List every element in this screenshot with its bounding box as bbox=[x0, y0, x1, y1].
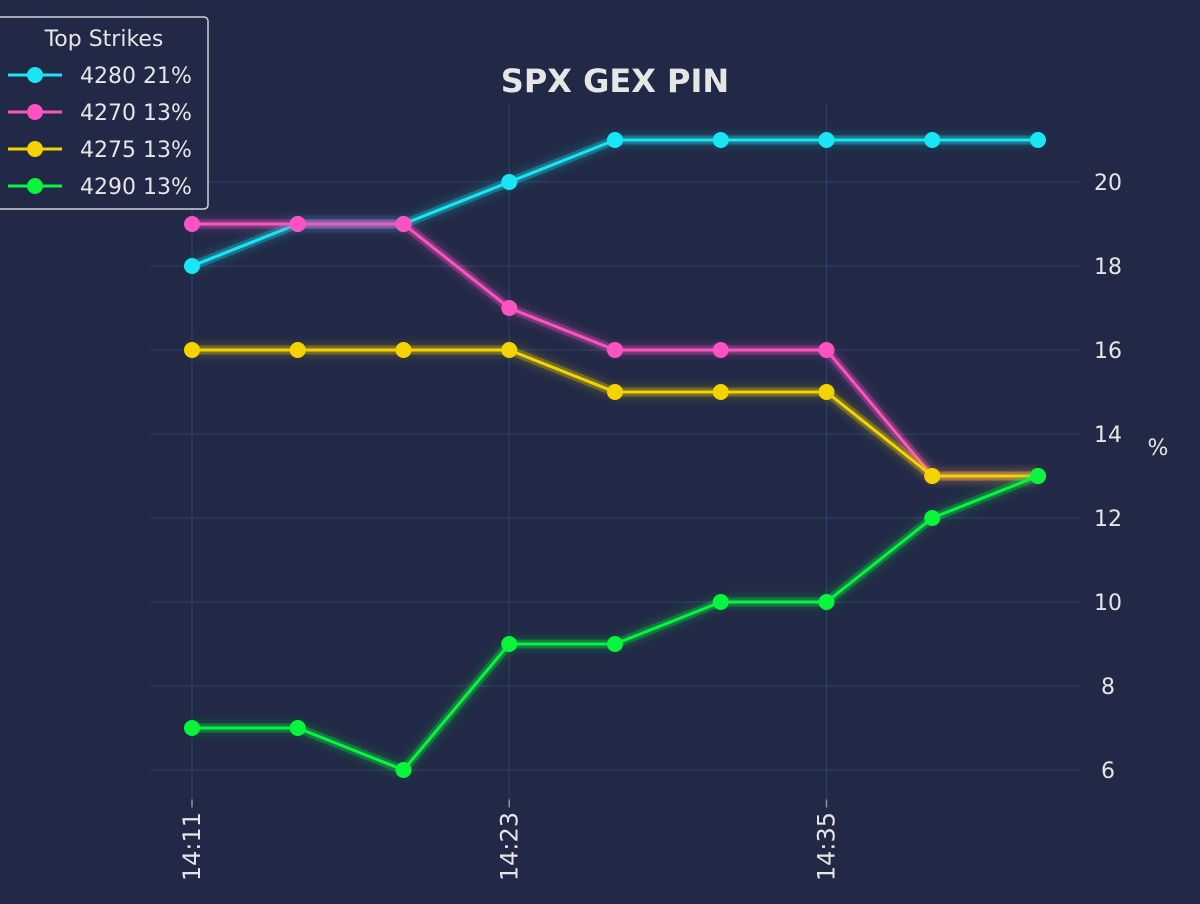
data-point bbox=[712, 594, 729, 610]
data-point bbox=[501, 300, 518, 316]
x-tick-label: 14:35 bbox=[813, 812, 841, 881]
data-point bbox=[289, 216, 306, 232]
legend-label: 4275 13% bbox=[80, 138, 192, 163]
chart-title: SPX GEX PIN bbox=[501, 62, 729, 100]
series-4290 bbox=[184, 468, 1046, 778]
data-point bbox=[924, 510, 941, 526]
x-axis: 14:11 14:23 14:35 bbox=[178, 799, 841, 881]
data-point bbox=[501, 636, 518, 652]
data-point bbox=[184, 216, 200, 232]
series-glow bbox=[192, 345, 1038, 481]
data-point bbox=[712, 384, 729, 400]
legend-marker bbox=[27, 141, 43, 157]
legend-label: 4290 13% bbox=[80, 175, 192, 200]
legend-marker bbox=[27, 104, 43, 120]
data-point bbox=[712, 132, 729, 148]
data-point bbox=[395, 216, 412, 232]
data-point bbox=[712, 342, 729, 358]
legend-item: 4280 21% bbox=[8, 64, 192, 89]
data-point bbox=[395, 762, 412, 778]
legend-marker bbox=[27, 178, 43, 194]
data-point bbox=[818, 132, 835, 148]
legend-label: 4270 13% bbox=[80, 101, 192, 126]
legend-item: 4290 13% bbox=[8, 175, 192, 200]
data-point bbox=[818, 384, 835, 400]
x-tick-label: 14:23 bbox=[495, 812, 523, 881]
data-point bbox=[607, 132, 623, 148]
data-point bbox=[607, 636, 623, 652]
y-tick-label: 10 bbox=[1094, 591, 1122, 616]
data-point bbox=[607, 342, 623, 358]
legend-title: Top Strikes bbox=[44, 27, 164, 52]
data-point bbox=[395, 342, 412, 358]
series-line bbox=[192, 474, 1039, 772]
grid bbox=[150, 102, 1080, 800]
y-tick-label: 8 bbox=[1101, 675, 1115, 700]
y-axis-label: % bbox=[1148, 436, 1169, 461]
series-layer bbox=[184, 132, 1046, 778]
legend-item: 4270 13% bbox=[8, 101, 192, 126]
legend-box bbox=[0, 16, 209, 210]
legend: Top Strikes 4280 21% 4270 13% 4275 13% 4290… bbox=[0, 16, 209, 210]
data-point bbox=[184, 342, 200, 358]
data-point bbox=[289, 342, 306, 358]
data-point bbox=[924, 132, 941, 148]
y-tick-label: 12 bbox=[1094, 507, 1122, 532]
data-point bbox=[501, 342, 518, 358]
y-tick-label: 6 bbox=[1101, 759, 1115, 784]
y-tick-label: 16 bbox=[1094, 339, 1122, 364]
y-tick-label: 14 bbox=[1094, 423, 1122, 448]
legend-marker bbox=[27, 67, 43, 83]
legend-label: 4280 21% bbox=[80, 64, 192, 89]
data-point bbox=[924, 468, 941, 484]
series-4275 bbox=[184, 342, 1046, 484]
data-point bbox=[1030, 132, 1046, 148]
y-tick-label: 20 bbox=[1094, 171, 1122, 196]
y-tick-label: 18 bbox=[1094, 255, 1122, 280]
data-point bbox=[818, 342, 835, 358]
series-line bbox=[191, 138, 1038, 268]
data-point bbox=[184, 720, 200, 736]
series-4280 bbox=[184, 132, 1046, 274]
legend-item: 4275 13% bbox=[8, 138, 192, 163]
series-glow bbox=[192, 471, 1040, 775]
data-point bbox=[501, 174, 518, 190]
data-point bbox=[607, 384, 623, 400]
y-axis: 6 8 10 12 14 16 18 20 bbox=[1094, 171, 1122, 784]
data-point bbox=[289, 720, 306, 736]
x-tick-label: 14:11 bbox=[178, 812, 206, 881]
series-glow bbox=[190, 135, 1038, 271]
data-point bbox=[818, 594, 835, 610]
data-point bbox=[184, 258, 200, 274]
data-point bbox=[1030, 468, 1046, 484]
